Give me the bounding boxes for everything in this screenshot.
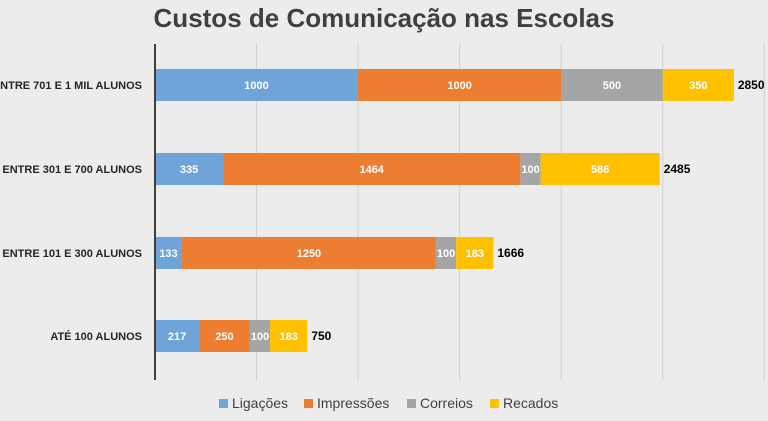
legend-swatch: [304, 399, 313, 408]
data-label: 100: [521, 164, 539, 176]
bar-segment: [270, 320, 308, 352]
category-label: ENTRE 701 E 1 MIL ALUNOS: [0, 80, 142, 92]
legend-swatch: [219, 399, 228, 408]
category-label: ENTRE 101 E 300 ALUNOS: [2, 248, 142, 260]
bar-segment: [223, 153, 521, 185]
total-label: 750: [311, 329, 331, 343]
total-label: 2485: [664, 162, 691, 176]
data-label: 500: [603, 80, 621, 92]
category-label: ATÉ 100 ALUNOS: [50, 330, 142, 343]
bar-segment: [182, 237, 436, 269]
bar-segment: [155, 320, 200, 352]
data-label: 1464: [359, 164, 384, 176]
bar-segment: [540, 153, 660, 185]
data-label: 217: [168, 331, 186, 343]
chart-title: Custos de Comunicação nas Escolas: [153, 3, 615, 33]
bar-segment: [358, 69, 562, 101]
bar-segment: [435, 237, 457, 269]
data-label: 133: [159, 248, 177, 260]
legend-entry: Recados: [503, 395, 558, 411]
bar-segment: [456, 237, 494, 269]
category-label: ENTRE 301 E 700 ALUNOS: [2, 164, 142, 176]
data-label: 100: [251, 331, 269, 343]
data-label: 350: [689, 80, 707, 92]
bar-segment: [155, 237, 183, 269]
total-label: 2850: [738, 78, 765, 92]
bar-segment: [155, 153, 224, 185]
data-label: 1000: [244, 80, 268, 92]
bar-segment: [199, 320, 250, 352]
data-label: 183: [466, 248, 484, 260]
bar-segment: [249, 320, 271, 352]
data-label: 250: [215, 331, 233, 343]
bar-segment: [520, 153, 541, 185]
bar-segment: [561, 69, 663, 101]
legend-entry: Impressões: [317, 395, 389, 411]
legend-swatch: [407, 399, 416, 408]
bar-segment: [155, 69, 359, 101]
legend-swatch: [490, 399, 499, 408]
data-label: 586: [591, 164, 609, 176]
legend-entry: Correios: [420, 395, 473, 411]
bar-segment: [662, 69, 734, 101]
data-label: 100: [437, 248, 455, 260]
legend-entry: Ligações: [232, 395, 288, 411]
data-label: 1250: [297, 248, 321, 260]
data-label: 1000: [447, 80, 471, 92]
data-label: 335: [180, 164, 198, 176]
total-label: 1666: [497, 246, 524, 260]
data-label: 183: [280, 331, 298, 343]
